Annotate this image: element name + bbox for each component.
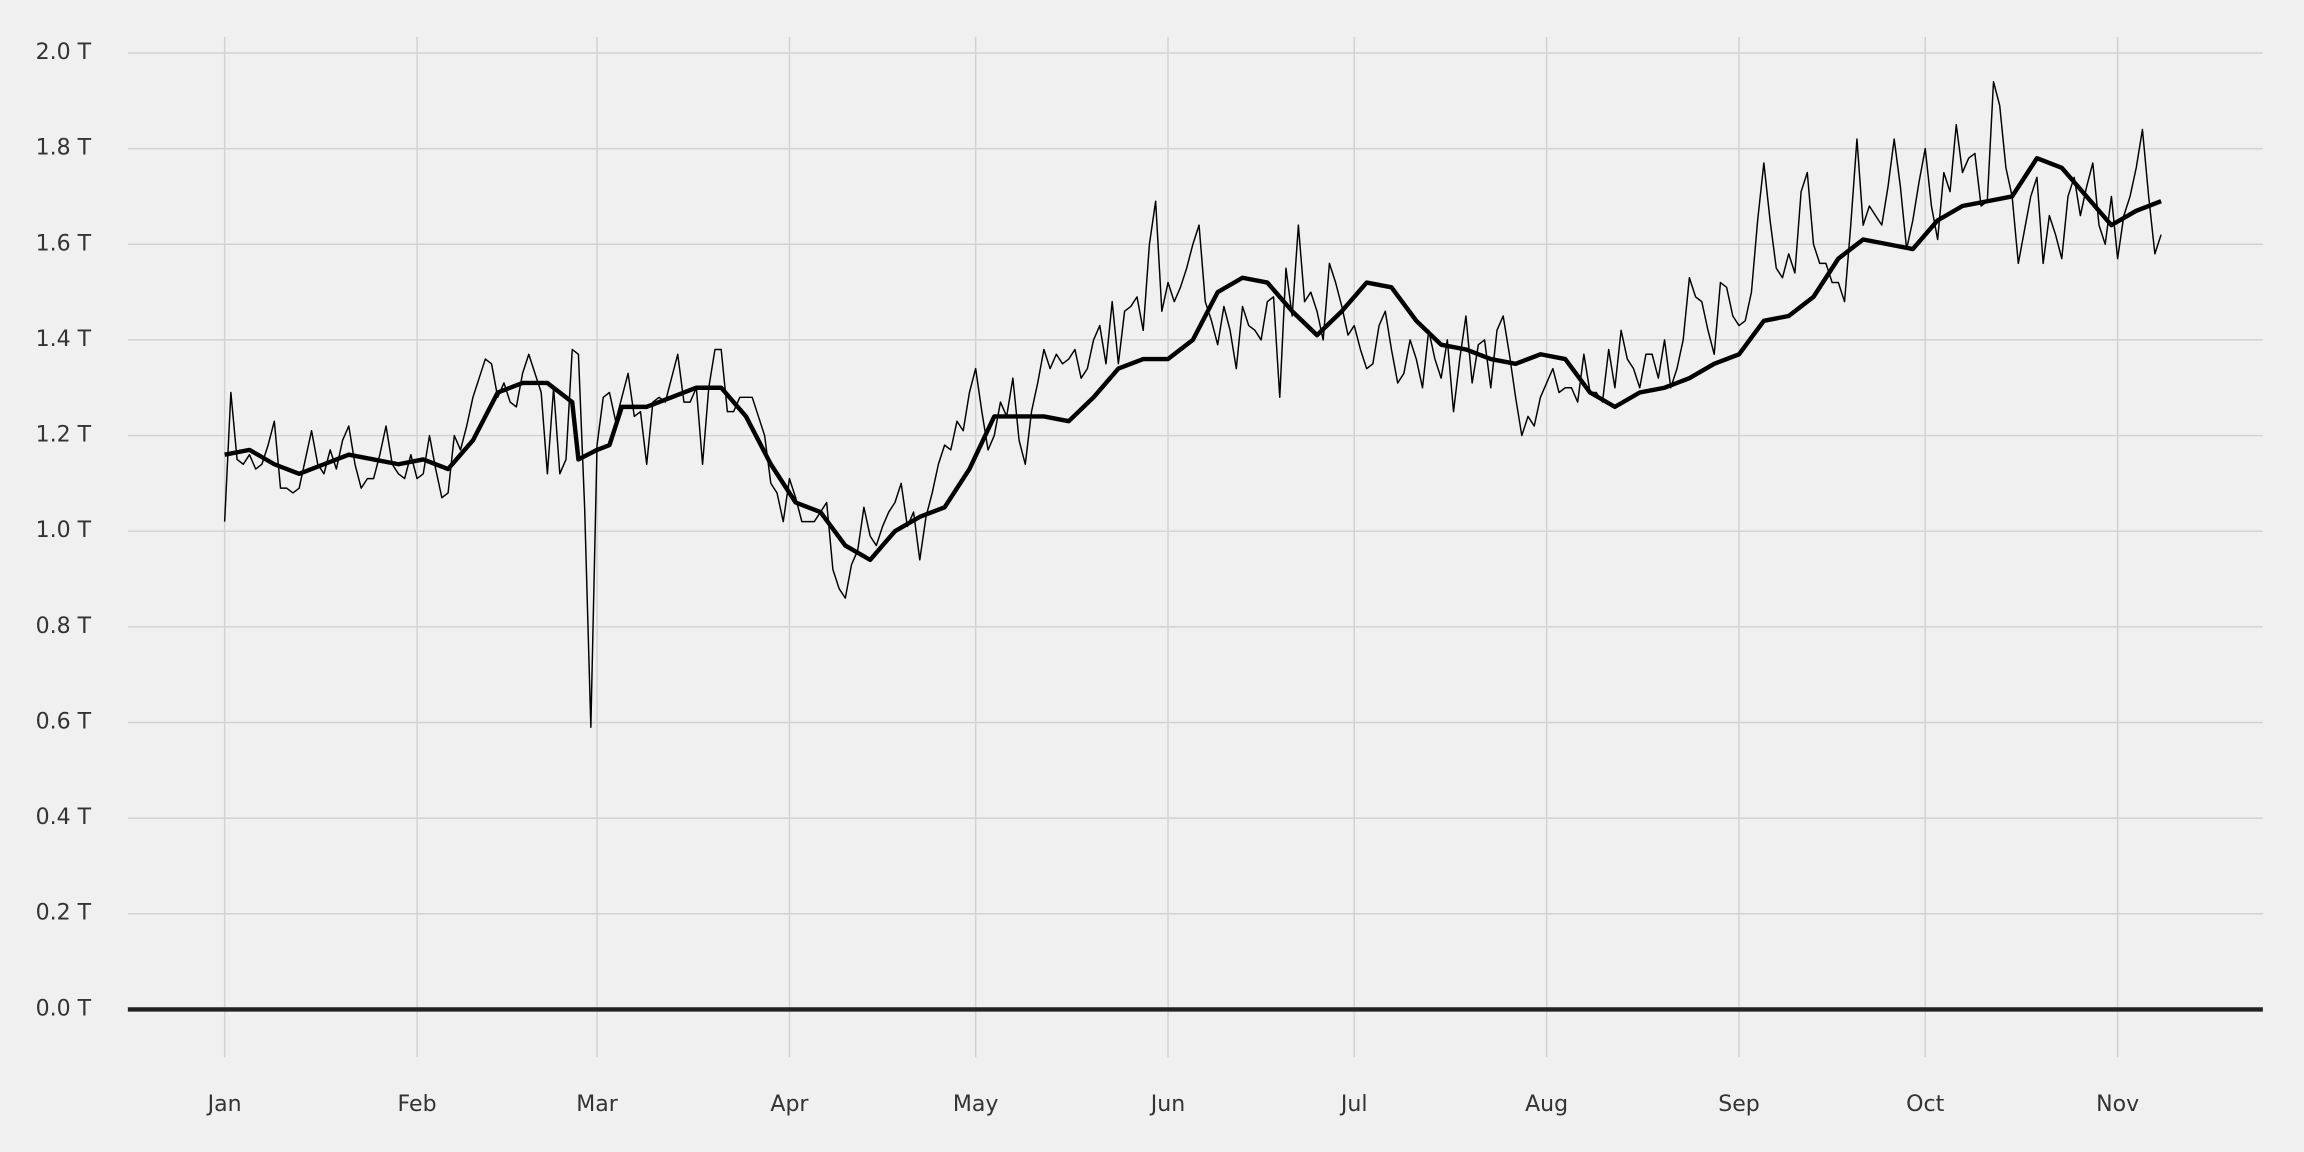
y-tick-label: 0.0 T xyxy=(36,996,92,1021)
x-tick-label: Apr xyxy=(770,1092,809,1117)
line-series xyxy=(224,155,2162,563)
x-tick-label: Sep xyxy=(1718,1092,1760,1117)
y-tick-label: 2.0 T xyxy=(36,40,92,65)
x-tick-label: Jun xyxy=(1149,1092,1185,1117)
y-tick-label: 0.6 T xyxy=(36,709,92,734)
y-tick-label: 1.2 T xyxy=(36,423,92,448)
y-tick-label: 1.6 T xyxy=(36,231,92,256)
line-series xyxy=(223,80,2162,728)
x-tick-label: Mar xyxy=(576,1092,619,1117)
y-tick-label: 1.8 T xyxy=(36,136,92,161)
y-tick-label: 1.4 T xyxy=(36,327,92,352)
x-tick-label: Feb xyxy=(398,1092,437,1117)
y-tick-label: 1.0 T xyxy=(36,518,92,543)
x-tick-label: Jul xyxy=(1339,1092,1368,1117)
x-tick-label: Nov xyxy=(2096,1092,2139,1117)
x-tick-label: Oct xyxy=(1906,1092,1944,1117)
y-tick-label: 0.4 T xyxy=(36,805,92,830)
x-tick-label: May xyxy=(953,1092,999,1117)
x-tick-label: Jan xyxy=(206,1092,242,1117)
y-tick-label: 0.2 T xyxy=(36,901,92,926)
x-tick-label: Aug xyxy=(1525,1092,1568,1117)
y-tick-label: 0.8 T xyxy=(36,614,92,639)
